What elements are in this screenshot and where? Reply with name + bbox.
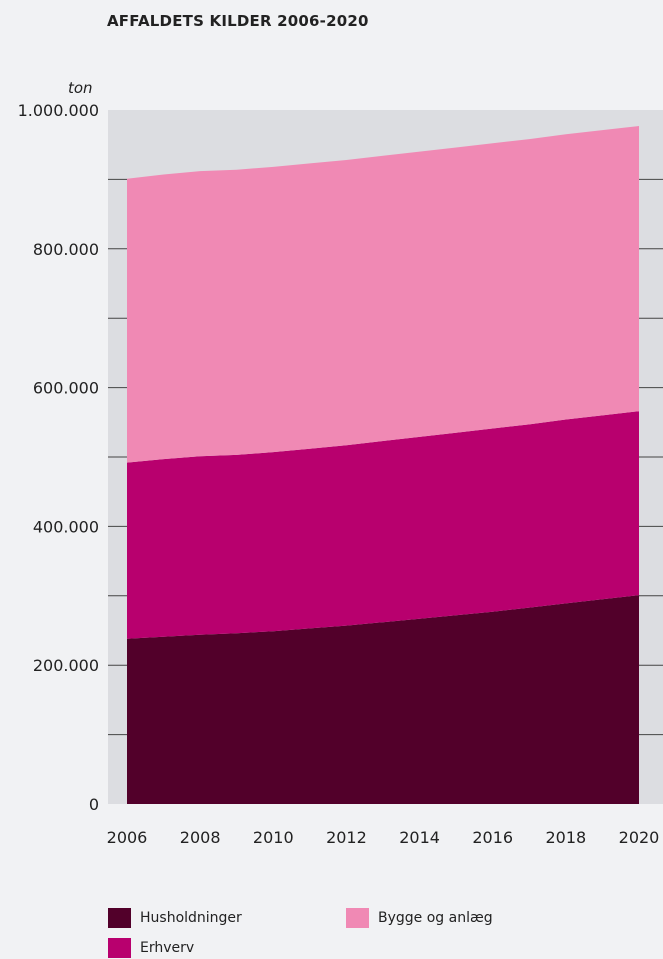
x-tick-label: 2012 [326, 828, 367, 847]
x-tick-label: 2010 [253, 828, 294, 847]
x-tick-label: 2014 [399, 828, 440, 847]
legend-label-erhverv: Erhverv [140, 940, 195, 956]
x-tick-label: 2016 [472, 828, 513, 847]
legend-swatch-erhverv [108, 938, 131, 958]
legend-label-bygge-og-anlaeg: Bygge og anlæg [378, 910, 493, 926]
y-tick-label: 0 [89, 795, 99, 814]
area-series-husholdninger [127, 595, 639, 804]
y-tick-label: 200.000 [33, 656, 99, 675]
x-tick-label: 2008 [180, 828, 221, 847]
y-tick-label: 400.000 [33, 517, 99, 536]
y-tick-label: 1.000.000 [18, 101, 99, 120]
legend-label-husholdninger: Husholdninger [140, 910, 242, 926]
y-axis-unit: ton [68, 79, 93, 97]
legend-item-erhverv: Erhverv [108, 938, 194, 958]
legend-item-husholdninger: Husholdninger [108, 908, 242, 928]
x-tick-label: 2006 [107, 828, 148, 847]
chart-title: AFFALDETS KILDER 2006-2020 [107, 12, 369, 30]
legend-swatch-bygge-og-anlaeg [346, 908, 369, 928]
x-tick-label: 2018 [545, 828, 586, 847]
legend-item-bygge-og-anlaeg: Bygge og anlæg [346, 908, 493, 928]
x-tick-label: 2020 [619, 828, 660, 847]
area-series-bygge-og-anlaeg [127, 126, 639, 463]
legend-swatch-husholdninger [108, 908, 131, 928]
y-tick-label: 800.000 [33, 240, 99, 259]
y-tick-label: 600.000 [33, 379, 99, 398]
area-series-erhverv [127, 411, 639, 639]
